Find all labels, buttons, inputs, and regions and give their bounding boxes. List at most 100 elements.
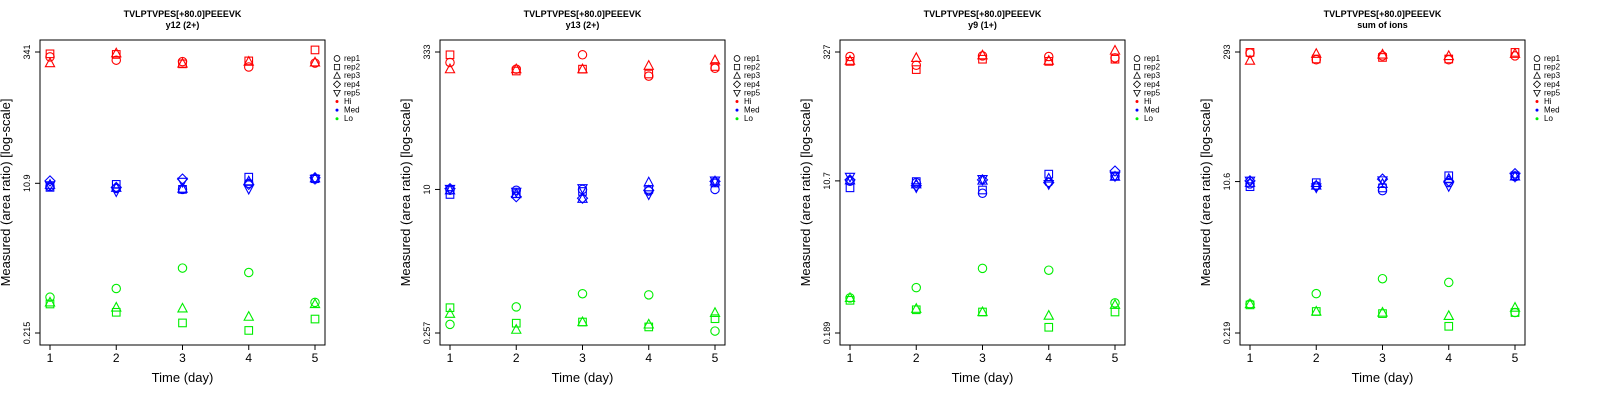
x-tick-label: 4 bbox=[1445, 351, 1452, 365]
data-point bbox=[576, 62, 589, 74]
legend-marker bbox=[1133, 71, 1141, 79]
data-point bbox=[45, 292, 55, 302]
data-point bbox=[1376, 48, 1389, 59]
data-point bbox=[1444, 171, 1454, 181]
legend-marker bbox=[1533, 71, 1541, 79]
data-point bbox=[445, 303, 455, 313]
legend-label: rep5 bbox=[1144, 88, 1161, 97]
data-point bbox=[1311, 178, 1321, 188]
data-point bbox=[709, 176, 721, 187]
data-point bbox=[110, 47, 122, 58]
x-tick-label: 5 bbox=[712, 351, 719, 365]
x-tick-label: 1 bbox=[447, 351, 454, 365]
y-tick-label: 10.9 bbox=[22, 175, 32, 193]
data-point bbox=[510, 187, 522, 199]
legend-marker bbox=[1533, 64, 1541, 71]
data-point bbox=[1244, 54, 1256, 65]
data-point bbox=[1443, 309, 1455, 320]
legend-dot bbox=[335, 117, 339, 121]
x-tick-label: 1 bbox=[1247, 351, 1254, 365]
legend-dot bbox=[335, 108, 339, 112]
data-point bbox=[1244, 176, 1256, 188]
chart-subtitle: y12 (2+) bbox=[166, 20, 200, 30]
y-tick-label: 0.215 bbox=[22, 322, 32, 345]
legend-label: Hi bbox=[1144, 97, 1152, 106]
series-hi bbox=[1244, 47, 1521, 65]
data-point bbox=[444, 307, 456, 318]
data-point bbox=[911, 177, 921, 186]
legend-marker bbox=[733, 89, 741, 98]
data-point bbox=[1044, 322, 1054, 332]
data-point bbox=[445, 319, 455, 330]
data-point bbox=[1043, 309, 1055, 320]
data-point bbox=[1109, 44, 1121, 55]
plot-frame bbox=[1239, 39, 1526, 346]
series-med bbox=[844, 165, 1121, 199]
data-point bbox=[1509, 301, 1521, 312]
data-point bbox=[844, 174, 856, 186]
legend-dot bbox=[1135, 100, 1139, 103]
legend-marker bbox=[1133, 64, 1141, 71]
data-point bbox=[1444, 321, 1454, 331]
x-tick-label: 4 bbox=[1045, 351, 1052, 365]
data-point bbox=[1377, 273, 1388, 284]
chart-subtitle: sum of ions bbox=[1357, 20, 1408, 30]
plot-frame bbox=[839, 39, 1126, 346]
legend-label: Hi bbox=[744, 97, 752, 106]
data-point bbox=[310, 45, 320, 55]
series-hi bbox=[844, 44, 1121, 74]
data-point bbox=[710, 62, 720, 71]
data-point bbox=[510, 190, 523, 203]
y-tick-label: 10 bbox=[422, 184, 432, 194]
legend-dot bbox=[735, 108, 739, 112]
x-tick-label: 3 bbox=[579, 351, 586, 365]
x-axis-label: Time (day) bbox=[1352, 370, 1414, 385]
y-tick-label: 0.257 bbox=[422, 322, 432, 345]
y-axis-label: Measured (area ratio) [log-scale] bbox=[1198, 99, 1213, 287]
data-point bbox=[978, 185, 987, 195]
legend-label: rep2 bbox=[1544, 63, 1561, 72]
legend-dot bbox=[735, 100, 739, 103]
data-point bbox=[1510, 308, 1520, 317]
chart-subtitle: y13 (2+) bbox=[566, 20, 600, 30]
legend-label: rep4 bbox=[744, 80, 761, 89]
data-point bbox=[1376, 177, 1389, 188]
data-point bbox=[844, 174, 856, 185]
legend-label: rep5 bbox=[344, 88, 361, 97]
data-point bbox=[976, 175, 989, 186]
data-point bbox=[176, 177, 189, 189]
legend-marker bbox=[333, 89, 341, 98]
data-point bbox=[1444, 277, 1454, 288]
data-point bbox=[911, 65, 921, 74]
legend-dot bbox=[735, 117, 739, 121]
data-point bbox=[110, 181, 122, 192]
y-tick-label: 341 bbox=[22, 44, 32, 59]
data-point bbox=[976, 49, 989, 60]
data-point bbox=[510, 323, 522, 334]
y-tick-label: 293 bbox=[1222, 44, 1232, 59]
data-point bbox=[1442, 175, 1455, 187]
data-point bbox=[643, 318, 655, 329]
x-axis-label: Time (day) bbox=[952, 370, 1014, 385]
legend-label: rep5 bbox=[1544, 88, 1561, 97]
legend-label: Lo bbox=[344, 114, 353, 123]
legend-marker bbox=[1132, 80, 1142, 89]
data-point bbox=[510, 62, 522, 74]
data-point bbox=[1109, 165, 1121, 177]
legend-marker bbox=[1532, 80, 1542, 89]
x-tick-label: 3 bbox=[179, 351, 186, 365]
y-tick-label: 10.6 bbox=[1222, 173, 1232, 191]
y-tick-label: 10.7 bbox=[822, 172, 832, 190]
data-point bbox=[110, 181, 123, 194]
x-tick-label: 4 bbox=[645, 351, 652, 365]
data-point bbox=[444, 184, 456, 196]
data-point bbox=[1510, 307, 1520, 318]
data-point bbox=[44, 181, 56, 192]
data-point bbox=[1310, 179, 1322, 190]
data-point bbox=[176, 302, 189, 313]
